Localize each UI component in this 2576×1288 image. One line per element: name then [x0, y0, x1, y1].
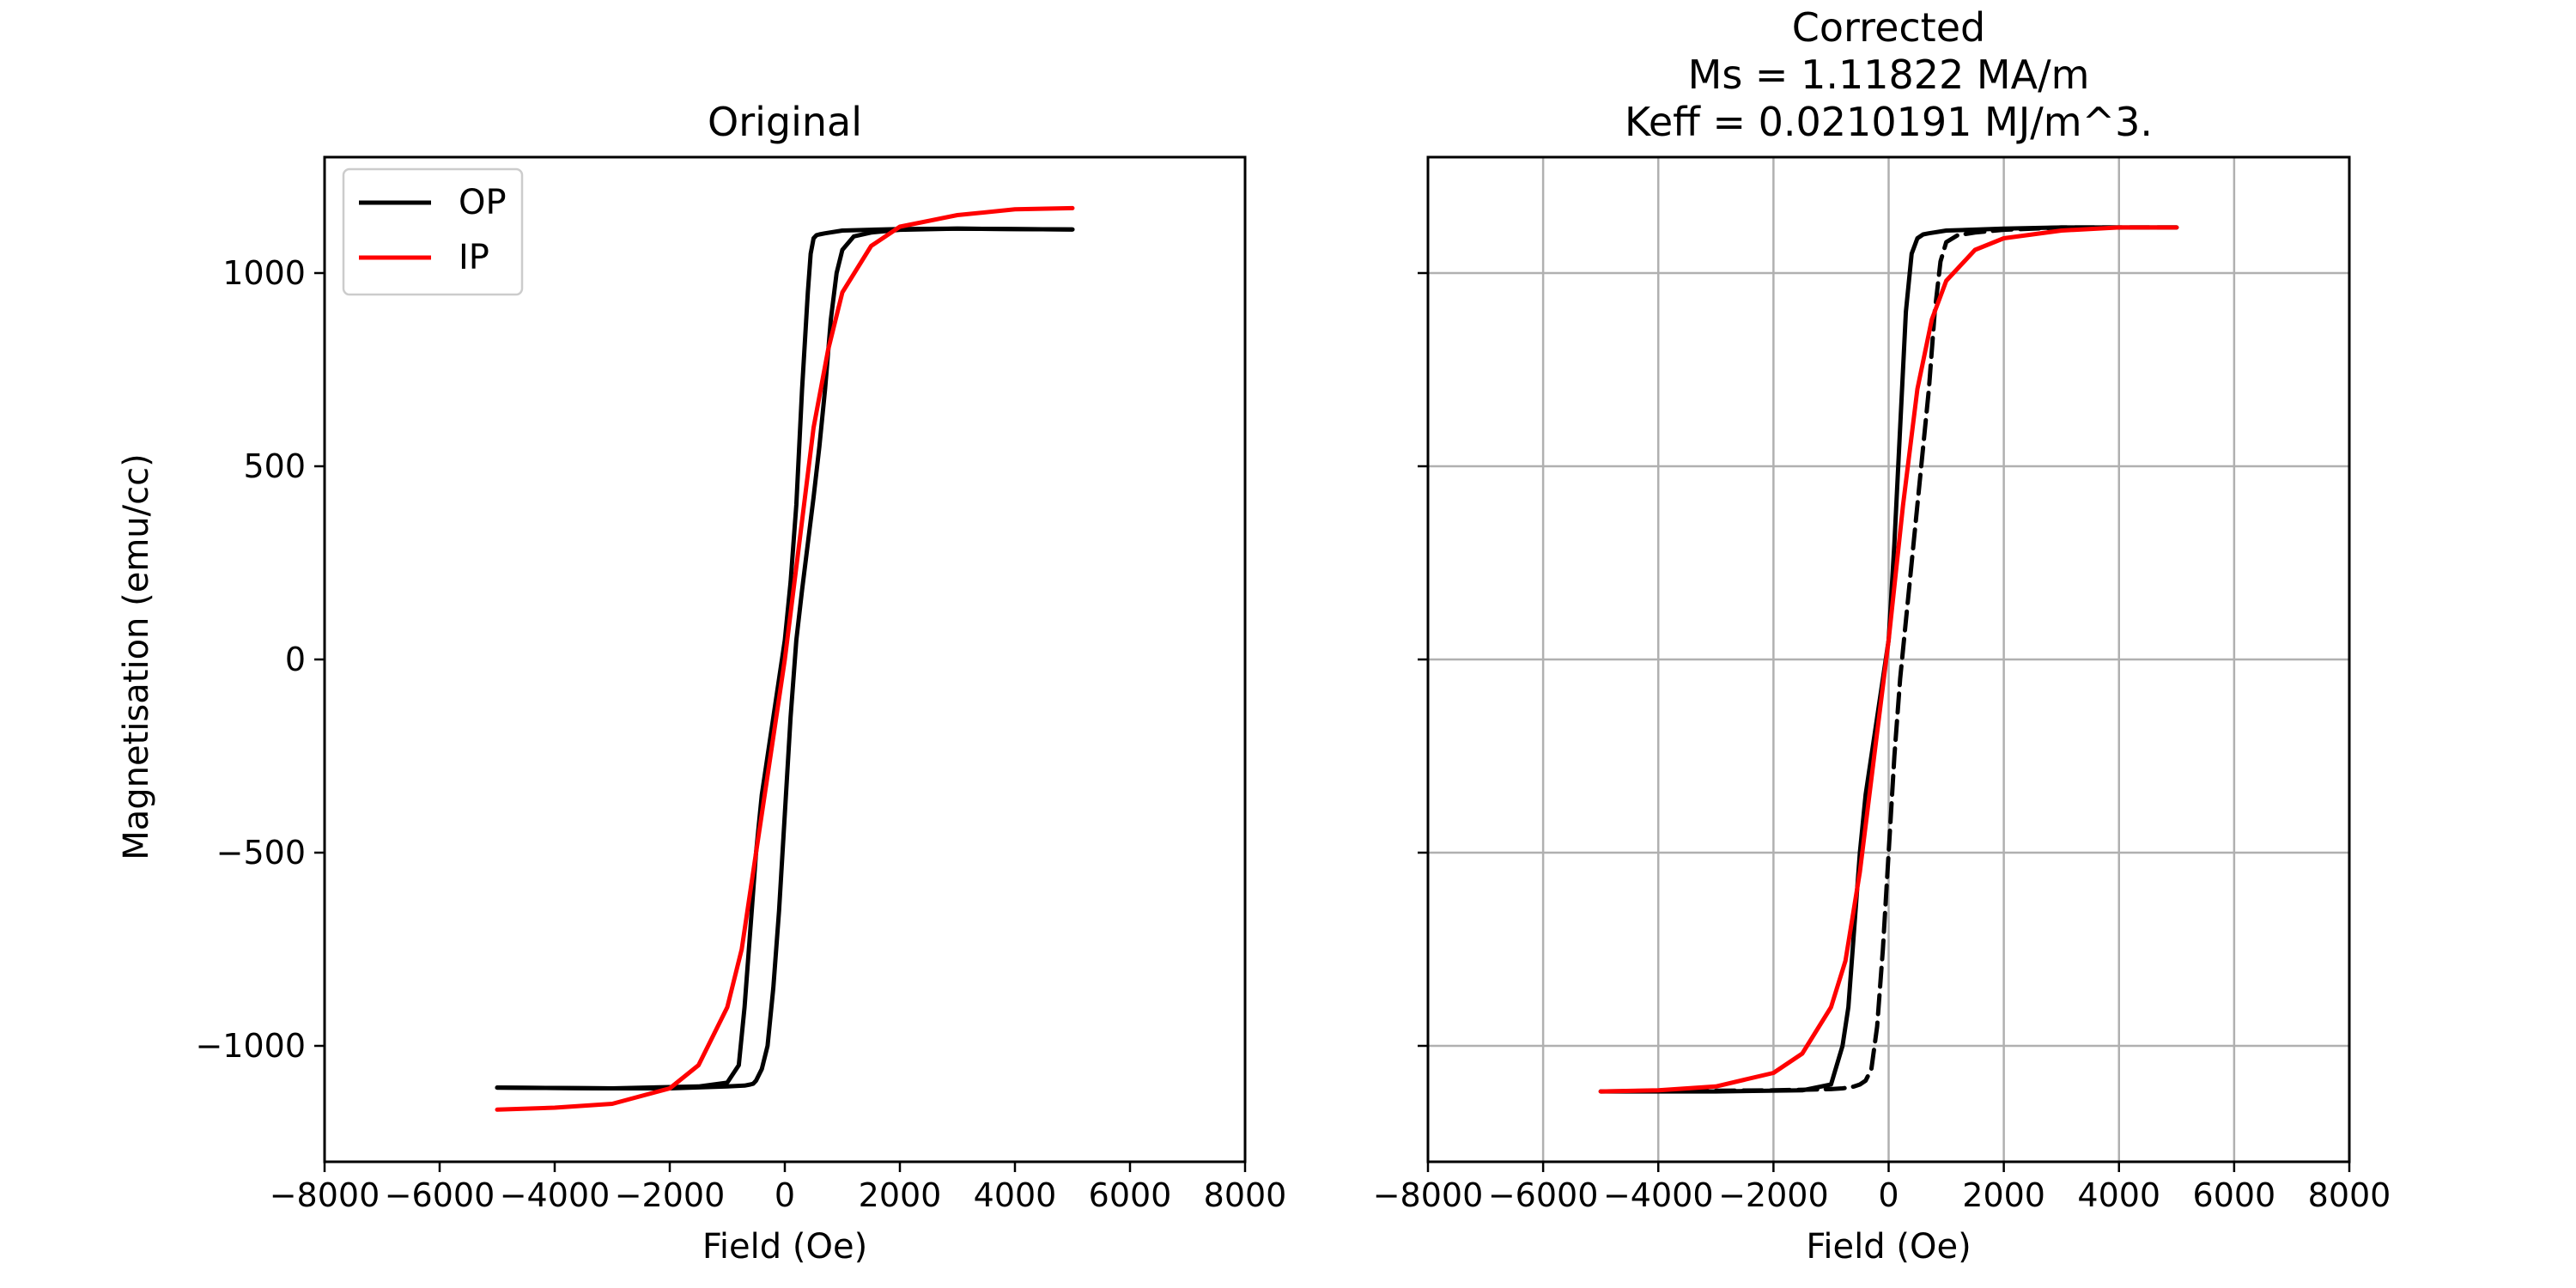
panel-original: −8000 −6000 −4000 −2000 0 2000 4000 6000 8000 −1… — [195, 99, 1286, 1267]
x-axis-ticks: −8000 −6000 −4000 −2000 0 2000 4000 6000 8000 — [1373, 1162, 2391, 1214]
x-tick-label: 6000 — [2193, 1176, 2276, 1214]
series-line-red — [1598, 225, 2179, 1094]
x-tick-label: −4000 — [1603, 1176, 1714, 1214]
x-axis-ticks: −8000 −6000 −4000 −2000 0 2000 4000 6000 8000 — [270, 1162, 1287, 1214]
title-line: Keff = 0.0210191 MJ/m^3. — [1625, 99, 2153, 145]
x-tick-label: −8000 — [1373, 1176, 1484, 1214]
x-tick-label: 0 — [1878, 1176, 1899, 1214]
x-tick-label: 4000 — [974, 1176, 1057, 1214]
chart-title: Corrected Ms = 1.11822 MA/m Keff = 0.02101… — [1625, 4, 2153, 145]
x-tick-label: 8000 — [1204, 1176, 1287, 1214]
y-tick-label: 500 — [243, 447, 306, 485]
y-axis-ticks — [1418, 271, 1428, 1048]
legend-label-ip: IP — [459, 238, 489, 277]
legend: OP IP — [342, 167, 524, 296]
x-tick-label: −2000 — [1718, 1176, 1829, 1214]
series-line-ip — [495, 205, 1075, 1112]
x-tick-label: −6000 — [1488, 1176, 1599, 1214]
title-line: Corrected — [1792, 4, 1985, 51]
x-tick-label: 0 — [775, 1176, 795, 1214]
title-line: Ms = 1.11822 MA/m — [1688, 52, 2090, 98]
series-layer — [495, 205, 1075, 1112]
x-tick-label: −8000 — [270, 1176, 380, 1214]
x-axis-label: Field (Oe) — [702, 1227, 867, 1267]
y-axis-ticks: −1000 −500 0 500 1000 — [195, 254, 325, 1065]
chart-title: Original — [708, 99, 862, 145]
x-tick-label: −2000 — [615, 1176, 726, 1214]
y-axis-label: Magnetisation (emu/cc) — [117, 453, 156, 860]
panel-corrected: −8000 −6000 −4000 −2000 0 2000 4000 6000 8000 Co… — [1373, 4, 2391, 1267]
y-tick-label: 0 — [285, 641, 306, 678]
x-tick-label: 2000 — [1962, 1176, 2045, 1214]
y-tick-label: −500 — [216, 834, 306, 872]
x-tick-label: 6000 — [1089, 1176, 1172, 1214]
title-line: Original — [708, 99, 862, 145]
x-tick-label: 8000 — [2308, 1176, 2391, 1214]
legend-label-op: OP — [459, 183, 507, 222]
y-tick-label: −1000 — [195, 1027, 306, 1065]
x-tick-label: 2000 — [859, 1176, 942, 1214]
series-line-black — [1598, 225, 2179, 1094]
x-tick-label: −4000 — [500, 1176, 611, 1214]
x-axis-label: Field (Oe) — [1806, 1227, 1971, 1267]
x-tick-label: −6000 — [385, 1176, 495, 1214]
x-tick-label: 4000 — [2077, 1176, 2160, 1214]
series-line-op — [495, 226, 1075, 1091]
y-tick-label: 1000 — [222, 254, 306, 292]
series-line-op — [495, 226, 1075, 1091]
series-layer — [1598, 225, 2179, 1094]
